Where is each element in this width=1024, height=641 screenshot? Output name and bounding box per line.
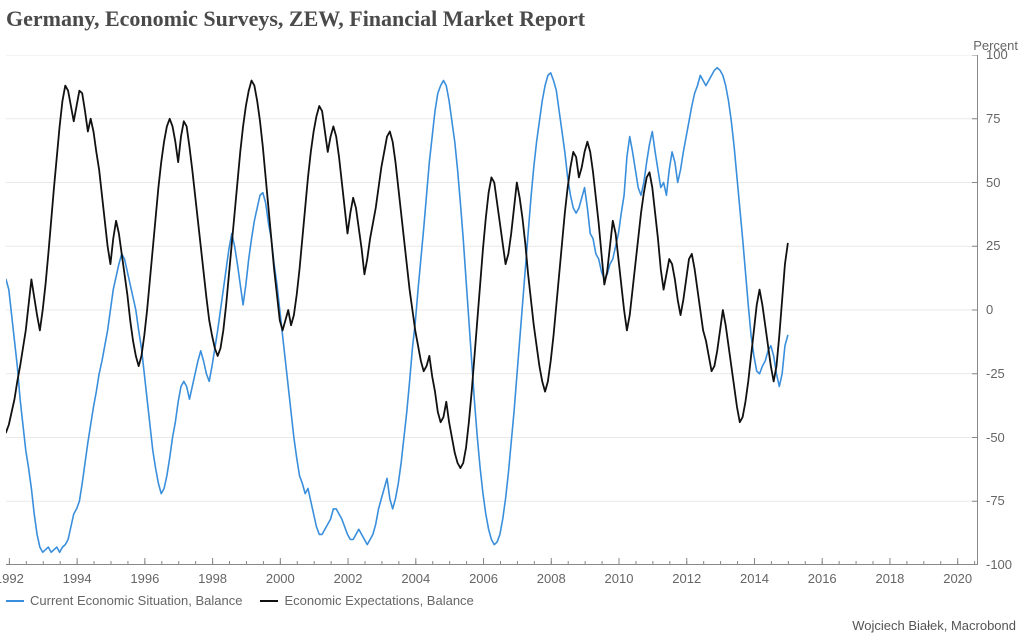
legend-item: Economic Expectations, Balance <box>260 593 473 608</box>
y-tick-label: 75 <box>986 111 1000 126</box>
y-tick-label: -100 <box>986 557 1012 572</box>
y-tick-label: 100 <box>986 47 1008 62</box>
x-tick-label: 2006 <box>469 571 498 586</box>
chart-plot-area <box>6 55 978 565</box>
x-tick-label: 2020 <box>943 571 972 586</box>
x-tick-label: 2018 <box>875 571 904 586</box>
chart-container: { "title": "Germany, Economic Surveys, Z… <box>0 0 1024 641</box>
legend-label: Economic Expectations, Balance <box>284 593 473 608</box>
x-tick-label: 2002 <box>334 571 363 586</box>
chart-attribution: Wojciech Białek, Macrobond <box>852 618 1016 633</box>
x-tick-label: 1992 <box>0 571 24 586</box>
legend-swatch <box>260 600 278 602</box>
x-tick-label: 1998 <box>198 571 227 586</box>
chart-title: Germany, Economic Surveys, ZEW, Financia… <box>6 6 585 32</box>
x-tick-label: 2010 <box>605 571 634 586</box>
x-tick-label: 1996 <box>130 571 159 586</box>
x-tick-label: 2016 <box>808 571 837 586</box>
x-tick-label: 2012 <box>672 571 701 586</box>
x-tick-label: 2000 <box>266 571 295 586</box>
y-tick-label: 25 <box>986 238 1000 253</box>
x-tick-label: 2014 <box>740 571 769 586</box>
legend-item: Current Economic Situation, Balance <box>6 593 242 608</box>
x-tick-label: 2008 <box>537 571 566 586</box>
legend-label: Current Economic Situation, Balance <box>30 593 242 608</box>
legend-swatch <box>6 600 24 602</box>
chart-legend: Current Economic Situation, Balance Econo… <box>6 593 474 608</box>
y-tick-label: 50 <box>986 175 1000 190</box>
y-tick-label: -75 <box>986 493 1005 508</box>
y-tick-label: 0 <box>986 302 993 317</box>
y-tick-label: -50 <box>986 430 1005 445</box>
y-tick-label: -25 <box>986 366 1005 381</box>
x-tick-label: 1994 <box>63 571 92 586</box>
x-tick-label: 2004 <box>401 571 430 586</box>
